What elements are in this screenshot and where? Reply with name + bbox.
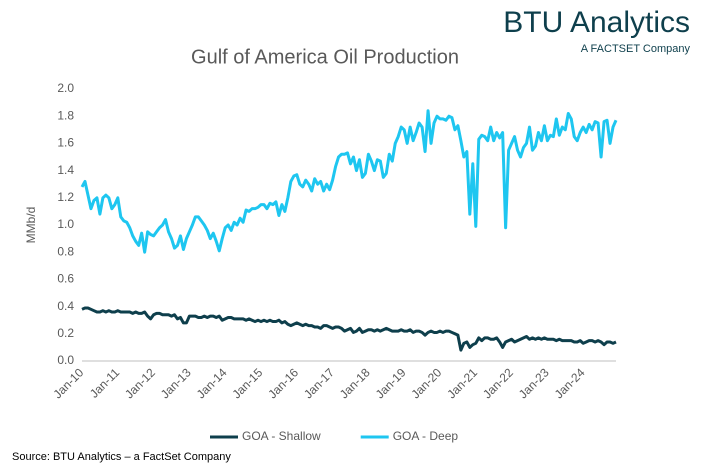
logo-tagline: A FACTSET Company <box>581 43 691 55</box>
x-tick-label: Jan-23 <box>516 365 552 401</box>
logo: BTU Analytics <box>503 6 690 39</box>
legend-label: GOA - Shallow <box>242 429 321 443</box>
x-tick-label: Jan-19 <box>373 365 409 401</box>
series-line <box>81 306 617 352</box>
x-tick-label: Jan-11 <box>87 365 122 400</box>
x-tick-label: Jan-10 <box>51 365 87 401</box>
chart-title: Gulf of America Oil Production <box>191 46 459 68</box>
legend-label: GOA - Deep <box>393 429 459 443</box>
x-tick-label: Jan-12 <box>122 365 158 401</box>
series-line <box>80 109 618 254</box>
y-tick-label: 1.6 <box>57 136 74 150</box>
y-axis-label: MMb/d <box>24 207 38 244</box>
y-tick-label: 1.4 <box>57 163 74 177</box>
y-tick-label: 0.4 <box>57 299 74 313</box>
y-tick-label: 1.8 <box>57 108 74 122</box>
source: Source: BTU Analytics – a FactSet Compan… <box>12 451 231 463</box>
y-tick-label: 0.0 <box>57 353 74 367</box>
x-tick-label: Jan-14 <box>194 365 230 401</box>
x-tick-label: Jan-16 <box>265 365 301 401</box>
x-tick-label: Jan-20 <box>409 365 445 401</box>
x-tick-label: Jan-18 <box>337 365 373 401</box>
y-tick-label: 2.0 <box>57 81 74 95</box>
y-tick-label: 0.8 <box>57 244 74 258</box>
x-tick-label: Jan-15 <box>230 365 266 401</box>
x-tick-label: Jan-21 <box>444 365 480 401</box>
y-tick-label: 1.0 <box>57 217 74 231</box>
y-tick-label: 0.6 <box>57 272 74 286</box>
x-tick-label: Jan-17 <box>301 365 337 401</box>
y-tick-label: 0.2 <box>57 326 74 340</box>
x-tick-label: Jan-22 <box>480 365 516 401</box>
x-tick-label: Jan-24 <box>552 365 588 401</box>
x-tick-label: Jan-13 <box>158 365 194 401</box>
y-tick-label: 1.2 <box>57 190 74 204</box>
